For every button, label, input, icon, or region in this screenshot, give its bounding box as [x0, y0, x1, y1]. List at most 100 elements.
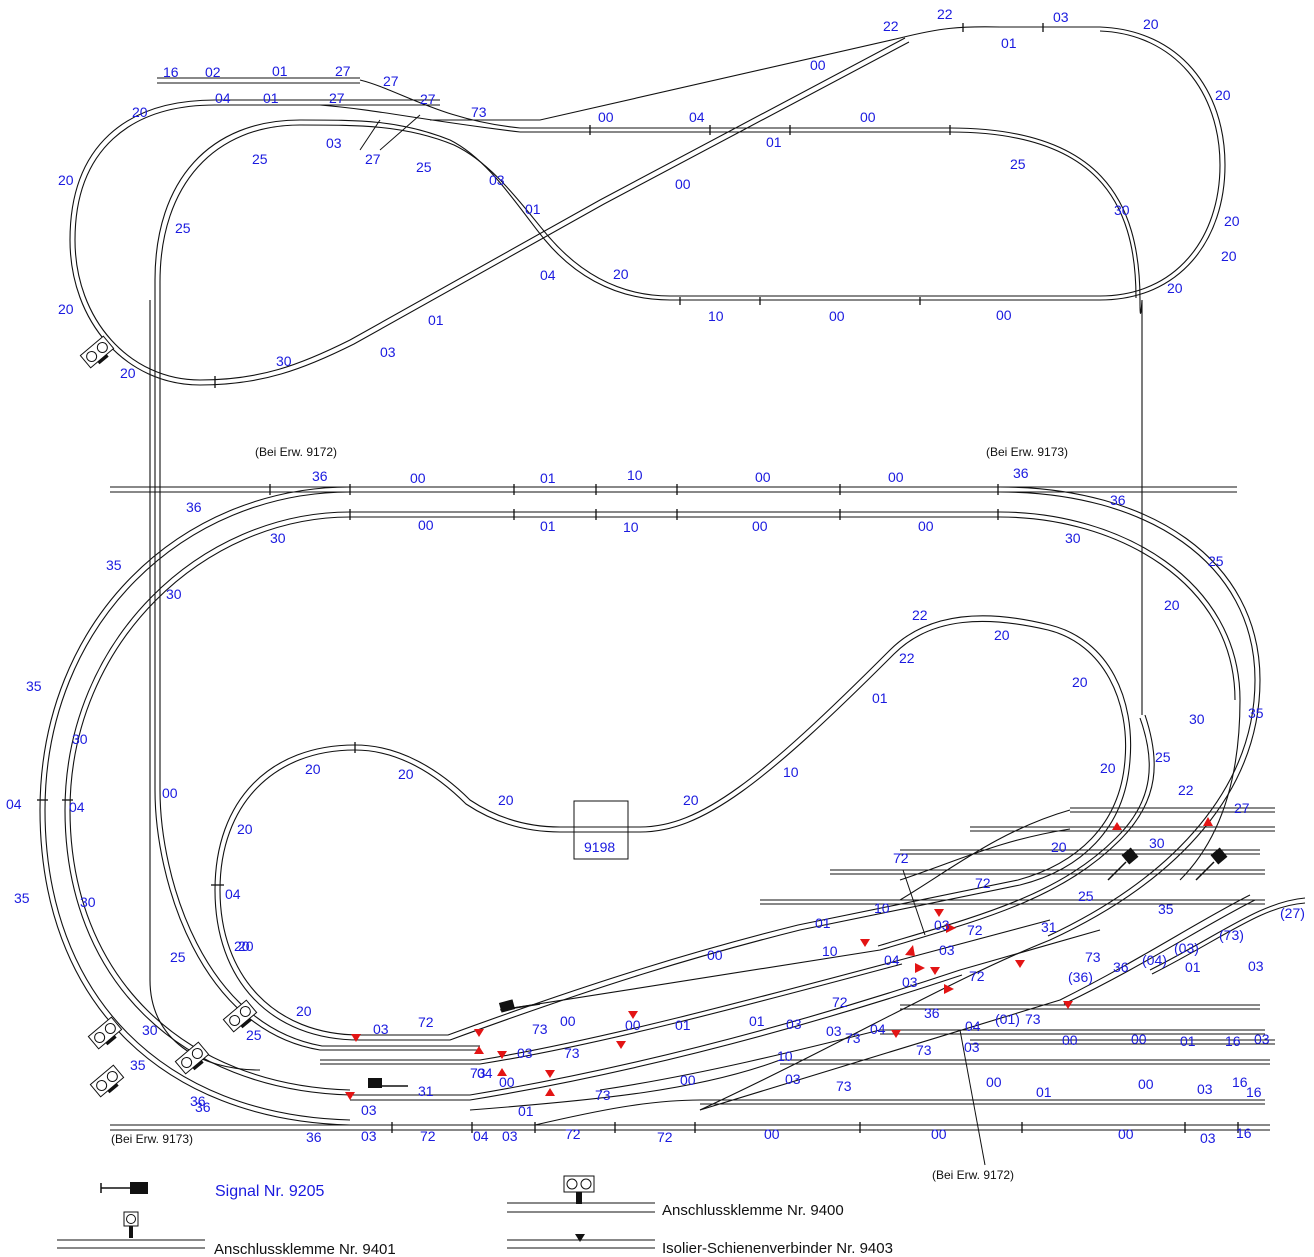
track-top-switch-curve [359, 79, 521, 129]
segment-label: (04) [1142, 952, 1167, 968]
segment-label: 10 [623, 519, 639, 535]
segment-label: 20 [296, 1003, 312, 1019]
segment-label: 03 [361, 1128, 377, 1144]
segment-label: 72 [967, 922, 983, 938]
segment-label: 72 [969, 968, 985, 984]
legend-isolator: Isolier-Schienenverbinder Nr. 9403 [507, 1234, 893, 1257]
segment-label: 20 [58, 301, 74, 317]
segment-label: 73 [471, 104, 487, 120]
segment-label: 22 [937, 6, 953, 22]
box-label: 9198 [584, 839, 615, 855]
segment-label: 03 [380, 344, 396, 360]
segment-label: 10 [708, 308, 724, 324]
isolator-icon [545, 1070, 555, 1078]
segment-label: 30 [80, 894, 96, 910]
segment-label: 03 [902, 974, 918, 990]
isolator-markers [345, 817, 1213, 1100]
segment-label: 27 [365, 151, 381, 167]
segment-label: 25 [1010, 156, 1026, 172]
segment-label: 01 [872, 690, 888, 706]
note-3: (Bei Erw. 9173) [111, 1132, 193, 1146]
segment-label: 73 [916, 1042, 932, 1058]
segment-label: 10 [822, 943, 838, 959]
segment-label: 25 [246, 1027, 262, 1043]
clamps [79, 335, 258, 1098]
segment-label: 01 [540, 518, 556, 534]
segment-label: 01 [815, 915, 831, 931]
segment-label: 00 [888, 469, 904, 485]
segment-label: 20 [58, 172, 74, 188]
track-outer-loop-c [64, 511, 351, 1096]
segment-label: 20 [994, 627, 1010, 643]
segment-label: 35 [1158, 901, 1174, 917]
segment-label: 03 [517, 1045, 533, 1061]
segment-label: 00 [499, 1074, 515, 1090]
segment-label: 00 [829, 308, 845, 324]
segment-label: 03 [934, 917, 950, 933]
track-outer-loop-b-2 [350, 516, 1236, 701]
segment-label: 72 [832, 994, 848, 1010]
connection-clamp-icon [89, 1064, 125, 1098]
isolator-icon [497, 1068, 507, 1076]
isolator-icon [946, 923, 956, 933]
segment-label: 20 [1164, 597, 1180, 613]
isolator-icon [345, 1092, 355, 1100]
segment-label: 04 [540, 267, 556, 283]
segment-label: 25 [1078, 888, 1094, 904]
segment-label: 20 [234, 938, 250, 954]
segment-label: 03 [1053, 9, 1069, 25]
segment-label: 31 [418, 1083, 434, 1099]
segment-label: 36 [190, 1093, 206, 1109]
segment-label: 04 [965, 1018, 981, 1034]
segment-label: 31 [1041, 919, 1057, 935]
segment-label: 20 [398, 766, 414, 782]
isolator-icon [1015, 960, 1025, 968]
track-lower-6 [970, 1039, 1275, 1045]
track-lower-3 [469, 1059, 1270, 1111]
segment-label: 04 [477, 1065, 493, 1081]
segment-label: 36 [1110, 492, 1126, 508]
segment-label: 00 [764, 1126, 780, 1142]
segment-label: 00 [625, 1017, 641, 1033]
segment-label: 73 [595, 1087, 611, 1103]
segment-label: 03 [939, 942, 955, 958]
segment-label: 20 [1051, 839, 1067, 855]
connection-clamp-icon [79, 335, 115, 369]
legend-signal-label: Signal Nr. 9205 [215, 1183, 325, 1200]
segment-label: 30 [1149, 835, 1165, 851]
segment-label: 04 [69, 799, 85, 815]
connection-clamp-icon [174, 1041, 210, 1075]
isolator-icon [474, 1029, 484, 1037]
segment-label: 00 [996, 307, 1012, 323]
segment-label: 72 [418, 1014, 434, 1030]
segment-label: 16 [1246, 1084, 1262, 1100]
segment-label: 01 [525, 201, 541, 217]
segment-label: 00 [918, 518, 934, 534]
segment-label: 01 [766, 134, 782, 150]
segment-label: 30 [1189, 711, 1205, 727]
isolator-icon [930, 967, 940, 975]
track-station-3 [900, 849, 1260, 855]
segment-label: 35 [26, 678, 42, 694]
segment-label: 36 [924, 1005, 940, 1021]
isolator-icon [915, 963, 925, 973]
segment-label: 00 [752, 518, 768, 534]
segment-label: 04 [884, 952, 900, 968]
segment-label: 30 [142, 1022, 158, 1038]
signal-icon [498, 999, 541, 1013]
segment-label: 30 [72, 731, 88, 747]
note-4: (Bei Erw. 9172) [932, 1168, 1014, 1182]
isolator-icon [905, 945, 915, 956]
segment-label: 30 [270, 530, 286, 546]
track-top-switch-curve-2 [319, 104, 521, 133]
segment-label: 73 [845, 1030, 861, 1046]
legend: Signal Nr. 9205 Anschlussklemme Nr. 9401… [57, 1175, 893, 1257]
segment-label: 00 [860, 109, 876, 125]
segment-label: 01 [1185, 959, 1201, 975]
isolator-icon [628, 1011, 638, 1019]
segment-label: 01 [540, 470, 556, 486]
track-station-fan [699, 894, 1256, 1111]
isolator-icon [1063, 1001, 1073, 1009]
